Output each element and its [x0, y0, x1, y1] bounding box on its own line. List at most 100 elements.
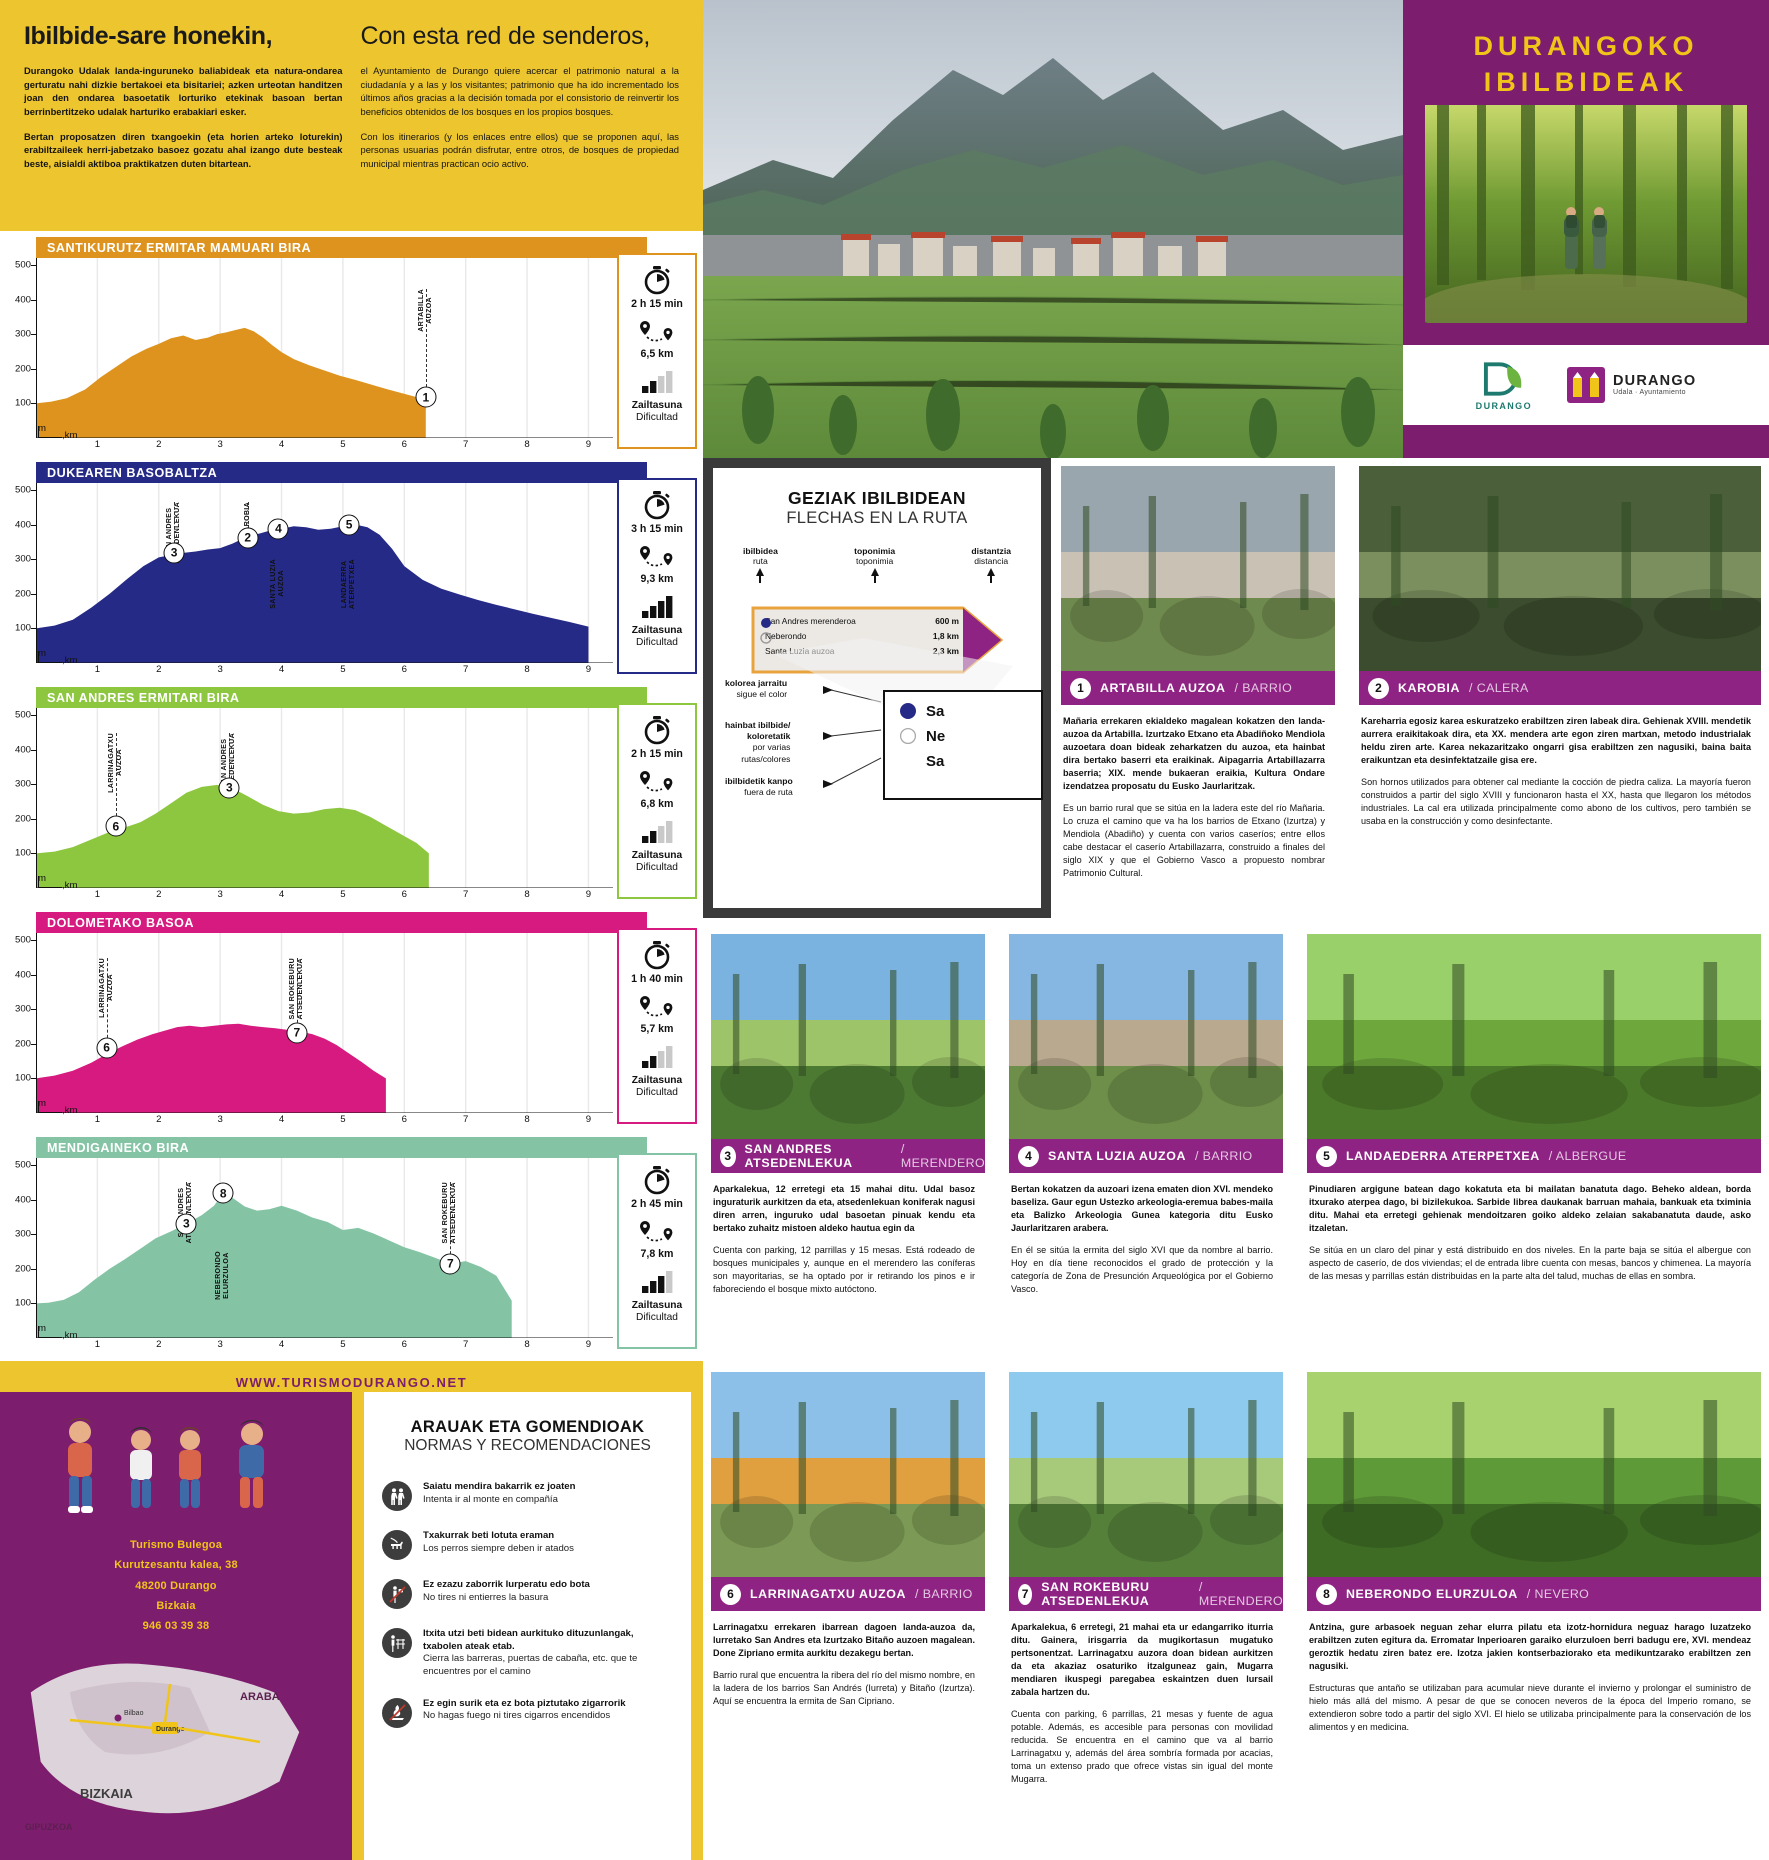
- map-label-bilbao: Bilbao: [124, 1710, 144, 1717]
- marker-leader-line: [425, 289, 427, 398]
- x-tick-label: 5: [340, 889, 346, 900]
- chart-y-axis-1: 100 200 300 400 500: [0, 258, 36, 438]
- sign-route-name: Neberondo: [765, 630, 807, 641]
- office-city: 48200 Durango: [135, 1579, 217, 1592]
- x-tick-label: 9: [585, 1339, 592, 1350]
- rules-list: Saiatu mendira bakarrik ez joaten Intent…: [382, 1481, 673, 1728]
- chart-block-1: SANTIKURUTZ ERMITAR MAMUARI BIRA 100 200 …: [0, 237, 703, 456]
- x-tick-label: 5: [340, 664, 346, 675]
- x-tick-label: 5: [340, 1339, 346, 1350]
- rule-text-eu-2: Txakurrak beti lotuta eraman: [423, 1530, 555, 1541]
- chart-waypoint-marker-6[interactable]: 6: [96, 1037, 118, 1059]
- poi-card-6: 6 LARRINAGATXU AUZOA / BARRIO Larrinagat…: [703, 1364, 993, 1860]
- legend-label-3: Sa: [926, 752, 945, 770]
- poi-badge-1: 1: [1070, 677, 1091, 699]
- y-tick-mark: [31, 1199, 36, 1201]
- poi-text-5: Pinudiaren argigune batean dago kokatuta…: [1307, 1173, 1761, 1283]
- poi-desc-eu-3: Aparkalekua, 12 erretegi eta 15 mahai di…: [713, 1184, 975, 1233]
- ayto-subtitle: Udala · Ayuntamiento: [1612, 388, 1686, 396]
- x-tick-label: 7: [463, 1339, 469, 1350]
- chart-waypoint-marker-8[interactable]: 8: [212, 1182, 234, 1204]
- person-2: [130, 1427, 152, 1508]
- brand-logos: DURANGO DURANGO Udala · Ayuntamiento: [1403, 345, 1769, 425]
- poi-card-5: 5 LANDAEDERRA ATERPETXEA / ALBERGUE Pinu…: [1299, 926, 1769, 1356]
- y-tick-label: 100: [14, 622, 31, 634]
- poi-card-2: 2 KAROBIA / CALERA Kareharria egosiz kar…: [1351, 458, 1769, 918]
- chart-block-3: SAN ANDRES ERMITARI BIRA 100 200 300 400 …: [0, 687, 703, 906]
- route-distance-icon: [640, 321, 673, 342]
- chart-waypoint-marker-6[interactable]: 6: [105, 815, 127, 837]
- geziak-hdr-route: ibilbidea ruta: [743, 546, 778, 586]
- poi-text-3: Aparkalekua, 12 erretegi eta 15 mahai di…: [711, 1173, 985, 1296]
- difficulty-label-es: Dificultad: [636, 1087, 678, 1098]
- geziak-headers: ibilbidea ruta toponimia toponimia dista…: [727, 546, 1027, 586]
- hdr-distance-es: distancia: [974, 556, 1009, 566]
- geziak-arrow-sign: San Andres merenderoa Neberondo Santa Luzi…: [751, 606, 1004, 674]
- poi-name-6: LARRINAGATXU AUZOA: [750, 1587, 907, 1601]
- legend-label-1: Sa: [926, 702, 945, 720]
- chart-waypoint-marker-3[interactable]: 3: [218, 777, 240, 799]
- poi-photo-illustration: [1009, 1372, 1283, 1577]
- brand-title-line2: IBILBIDEAK: [1483, 67, 1689, 98]
- poi-desc-eu-1: Mañaria errekaren ekialdeko magalean kok…: [1063, 716, 1325, 791]
- sign-route-distance: 1,8 km: [932, 630, 959, 641]
- sign-route-distance: 2,3 km: [932, 645, 959, 656]
- chart-waypoint-marker-7[interactable]: 7: [439, 1253, 461, 1275]
- chart-waypoint-marker-5[interactable]: 5: [338, 514, 360, 536]
- stopwatch-icon: [644, 1166, 670, 1195]
- person-1: [68, 1418, 93, 1513]
- x-tick-label: 6: [401, 1339, 407, 1350]
- coat-of-arms-icon: [1566, 367, 1605, 403]
- geziak-hdr-toponym: toponimia toponimia: [854, 546, 895, 586]
- y-tick-label: 200: [14, 813, 31, 825]
- chart-waypoint-marker-4[interactable]: 4: [267, 518, 289, 540]
- y-tick-mark: [31, 818, 36, 820]
- rule-item-4: Itxita utzi beti bidean aurkituko dituzu…: [382, 1628, 673, 1679]
- website-url[interactable]: WWW.TURISMODURANGO.NET: [235, 1374, 468, 1390]
- panorama-illustration: [703, 0, 1403, 458]
- y-tick-label: 200: [14, 1038, 31, 1050]
- office-phone[interactable]: 946 03 39 38: [142, 1620, 210, 1633]
- x-tick-label: 3: [217, 664, 223, 675]
- legend-label-2: Ne: [926, 727, 946, 745]
- office-name: Turismo Bulegoa: [129, 1539, 223, 1551]
- poi-photo-illustration: [711, 934, 985, 1139]
- rule-text-eu-4: Itxita utzi beti bidean aurkituko dituzu…: [423, 1628, 634, 1652]
- y-tick-mark: [31, 1009, 36, 1011]
- x-tick-label: 6: [401, 889, 407, 900]
- x-tick-label: 2: [156, 1114, 162, 1125]
- y-tick-mark: [31, 368, 36, 370]
- difficulty-label-eu: Zailtasuna: [631, 400, 683, 411]
- x-tick-label: 4: [278, 1339, 285, 1350]
- chart-waypoint-marker-3[interactable]: 3: [163, 542, 185, 564]
- axis-unit-km: ,km: [62, 1330, 78, 1341]
- x-tick-label: 2: [156, 664, 162, 675]
- y-tick-label: 300: [14, 1003, 31, 1015]
- chart-waypoint-marker-3[interactable]: 3: [175, 1213, 197, 1235]
- y-tick-label: 100: [14, 1297, 31, 1309]
- poi-caption-bar-1: 1 ARTABILLA AUZOA / BARRIO: [1061, 671, 1335, 705]
- axis-corner-bracket: [38, 426, 62, 438]
- y-tick-label: 200: [14, 1263, 31, 1275]
- chart-waypoint-marker-2[interactable]: 2: [237, 527, 259, 549]
- poi-badge-6: 6: [720, 1583, 741, 1605]
- geziak-hdr-distance: distantzia distancia: [971, 546, 1011, 586]
- no-fire-icon: [382, 1697, 412, 1728]
- poi-badge-3: 3: [720, 1145, 736, 1167]
- y-tick-label: 400: [14, 294, 31, 306]
- hdr-route-eu: ibilbidea: [743, 546, 778, 556]
- poi-name-8: NEBERONDO ELURZULOA: [1346, 1587, 1518, 1601]
- elevation-area: [36, 327, 426, 438]
- brand-forest-photo: [1425, 105, 1747, 323]
- chart-title-1: SANTIKURUTZ ERMITAR MAMUARI BIRA: [36, 237, 647, 258]
- chart-waypoint-marker-1[interactable]: 1: [415, 386, 437, 408]
- intro-paragraph-es-1: el Ayuntamiento de Durango quiere acerca…: [360, 65, 680, 117]
- poi-card-7: 7 SAN ROKEBURU ATSEDENLEKUA / MERENDERO …: [1001, 1364, 1291, 1860]
- poi-card-8: 8 NEBERONDO ELURZULOA / NEVERO Antzina, …: [1299, 1364, 1769, 1860]
- y-tick-mark: [31, 784, 36, 786]
- map-label-gipuzkoa: GIPUZKOA: [25, 1822, 73, 1832]
- route-distance-icon: [640, 771, 673, 792]
- x-tick-label: 1: [94, 439, 101, 450]
- chart-waypoint-marker-7[interactable]: 7: [286, 1022, 308, 1044]
